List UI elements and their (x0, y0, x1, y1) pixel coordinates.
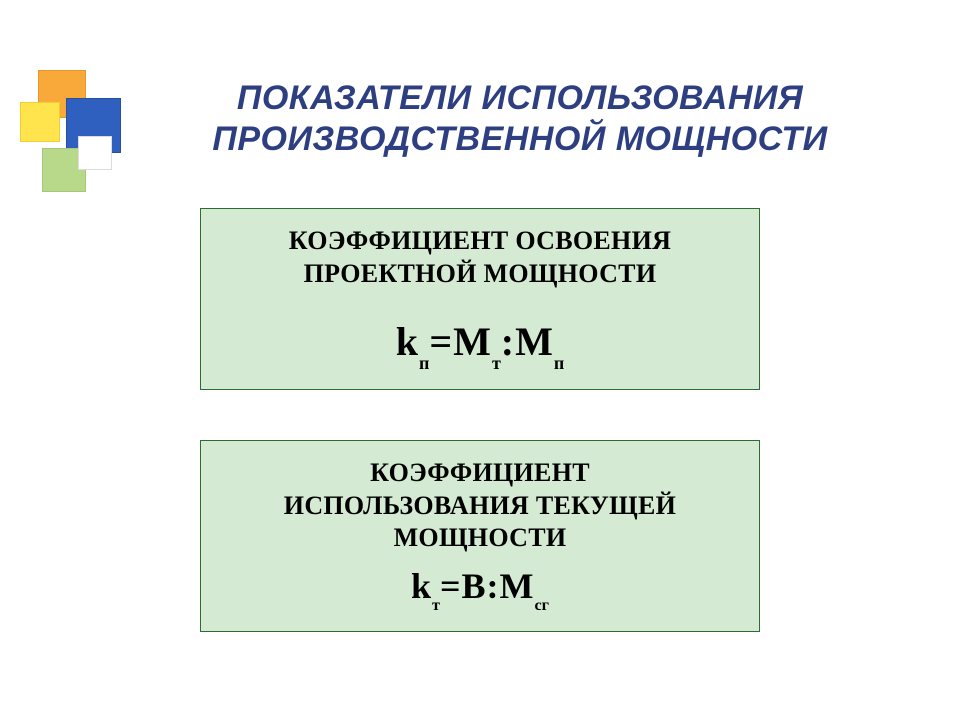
card1-heading-line2: ПРОЕКТНОЙ МОЩНОСТИ (304, 259, 657, 288)
f2-eq: = (440, 566, 462, 606)
f1-eq: = (429, 319, 453, 364)
title-line-1: ПОКАЗАТЕЛИ ИСПОЛЬЗОВАНИЯ (237, 79, 803, 117)
card2-heading: КОЭФФИЦИЕНТ ИСПОЛЬЗОВАНИЯ ТЕКУЩЕЙ МОЩНОС… (231, 457, 729, 555)
f1-r1-base: М (453, 319, 492, 364)
deco-square-blue (66, 98, 121, 153)
f1-lhs-sub: п (419, 353, 429, 373)
f1-lhs-base: k (396, 319, 419, 364)
f1-r2-sub: п (554, 353, 564, 373)
f2-lhs-sub: т (432, 596, 440, 614)
card2-heading-line3: МОЩНОСТИ (394, 523, 567, 552)
f2-lhs-base: k (411, 566, 432, 606)
deco-square-orange (38, 70, 86, 118)
f2-r2-base: М (499, 566, 534, 606)
card1-formula: kп=Мт:Мп (396, 318, 565, 369)
deco-square-white (78, 136, 112, 170)
f1-r1-sub: т (492, 353, 501, 373)
card1-heading-line1: КОЭФФИЦИЕНТ ОСВОЕНИЯ (289, 226, 671, 255)
slide-title: ПОКАЗАТЕЛИ ИСПОЛЬЗОВАНИЯ ПРОИЗВОДСТВЕННО… (140, 78, 900, 160)
title-line-2: ПРОИЗВОДСТВЕННОЙ МОЩНОСТИ (212, 120, 827, 158)
f2-sep: : (486, 566, 499, 606)
f2-r2-sub: сг (534, 596, 549, 614)
f1-sep: : (501, 319, 515, 364)
card-coefficient-current: КОЭФФИЦИЕНТ ИСПОЛЬЗОВАНИЯ ТЕКУЩЕЙ МОЩНОС… (200, 440, 760, 632)
card-coefficient-project: КОЭФФИЦИЕНТ ОСВОЕНИЯ ПРОЕКТНОЙ МОЩНОСТИ … (200, 208, 760, 390)
deco-square-green (42, 148, 86, 192)
card1-heading: КОЭФФИЦИЕНТ ОСВОЕНИЯ ПРОЕКТНОЙ МОЩНОСТИ (231, 225, 729, 290)
card2-heading-line2: ИСПОЛЬЗОВАНИЯ ТЕКУЩЕЙ (284, 491, 676, 520)
corner-decoration (20, 70, 140, 230)
deco-square-yellow (20, 102, 60, 142)
card2-heading-line1: КОЭФФИЦИЕНТ (370, 458, 590, 487)
f2-r1-base: В (461, 566, 486, 606)
f1-r2-base: М (515, 319, 554, 364)
card2-formula: kт=В:Мсг (411, 565, 549, 611)
